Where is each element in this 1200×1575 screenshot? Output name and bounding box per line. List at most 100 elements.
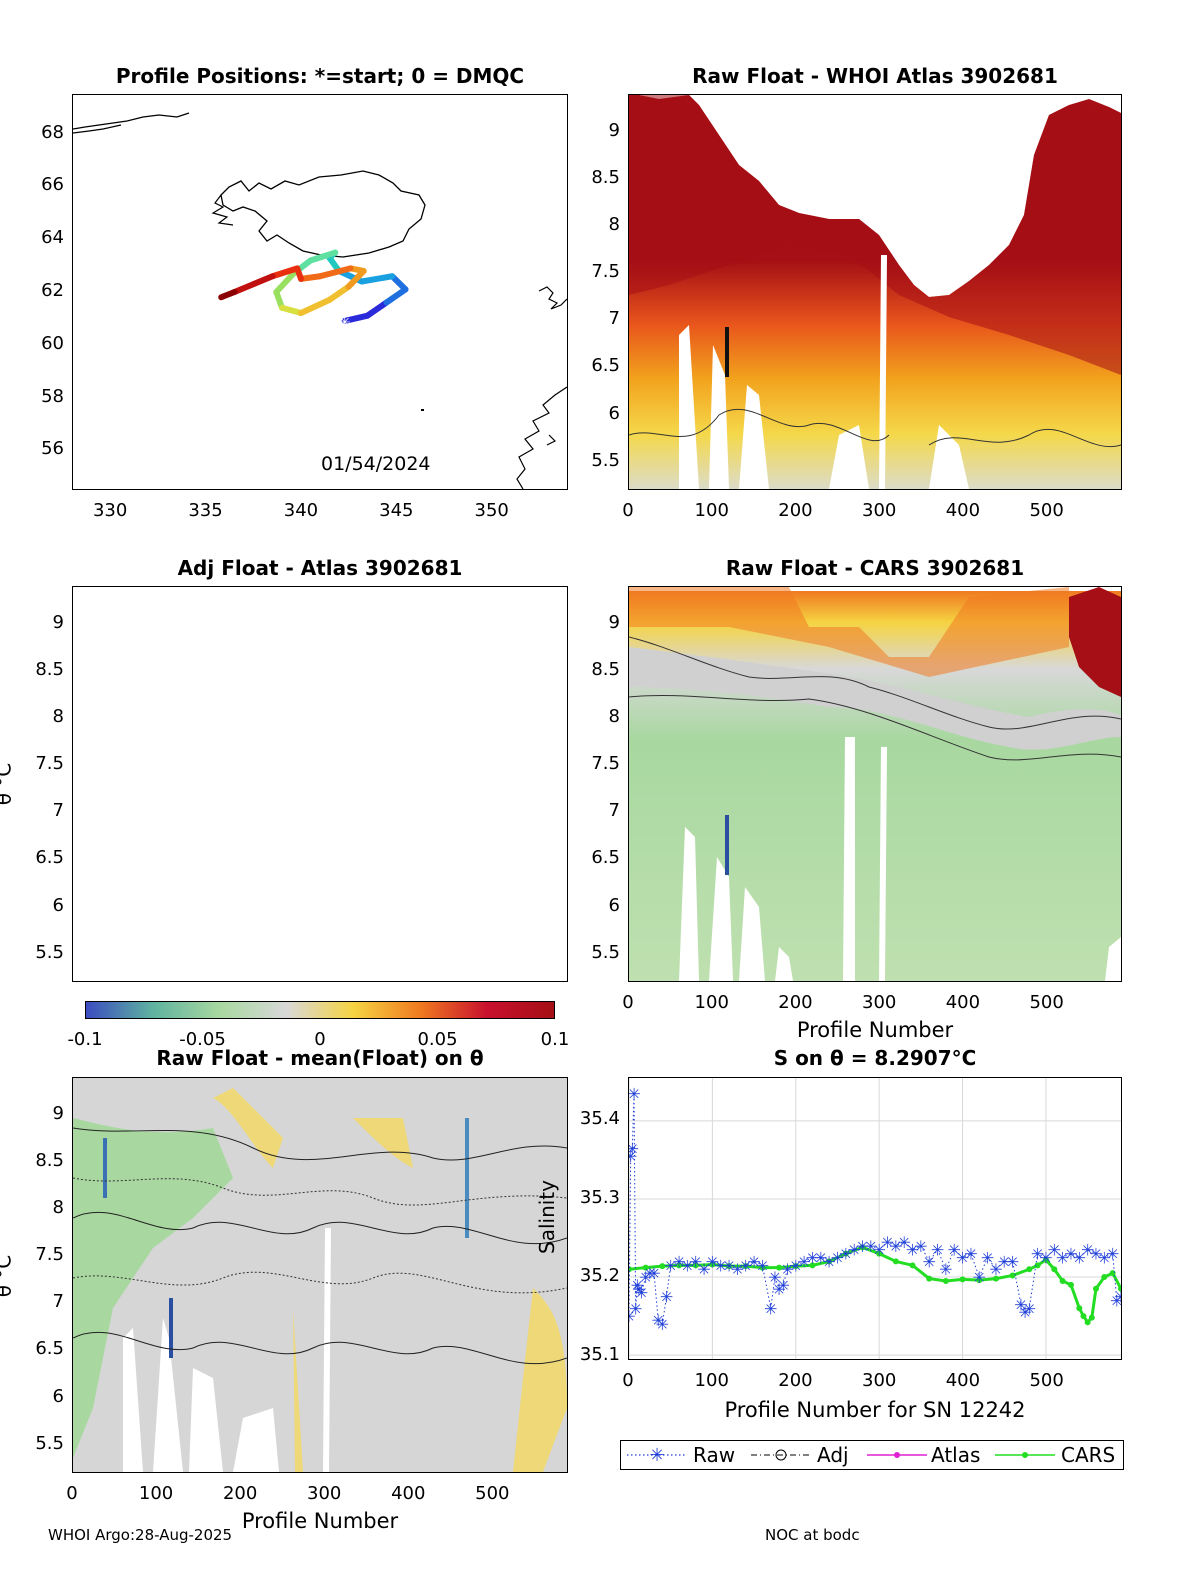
cars-point: [776, 1264, 783, 1271]
raw-point: ✳: [822, 1252, 835, 1271]
cars-title: Raw Float - CARS 3902681: [725, 556, 1025, 580]
raw-point: ✳: [1114, 1288, 1121, 1307]
float-track: ✳: [218, 249, 409, 331]
track-segment: [341, 312, 371, 324]
whoi-x-tick: 300: [861, 500, 897, 521]
raw-point: ✳: [889, 1237, 902, 1256]
scotland-coastline: [516, 386, 567, 489]
whoi-x-tick: 500: [1029, 500, 1064, 521]
cars-point: [909, 1262, 916, 1269]
map-date-label: 01/54/2024: [321, 453, 431, 475]
track-segment: [358, 273, 396, 285]
cars-point: [659, 1263, 666, 1270]
cars-point: [876, 1250, 883, 1257]
cars-point: [1088, 1314, 1095, 1321]
cars-x-tick: 200: [778, 992, 813, 1013]
raw-point: ✳: [1081, 1241, 1094, 1260]
mean-title: Raw Float - mean(Float) on θ: [156, 1046, 484, 1070]
cars-point: [676, 1262, 683, 1269]
map-title: Profile Positions: *=start; 0 = DMQC: [115, 64, 525, 88]
raw-point: ✳: [772, 1280, 785, 1299]
salinity-legend: ✳ Raw Adj Atlas CARS: [620, 1440, 1124, 1470]
whoi-y-tick: 5.5: [591, 449, 620, 471]
raw-point: ✳: [872, 1241, 885, 1260]
whoi-y-tick: 6.5: [591, 355, 620, 377]
salinity-grid: [629, 1078, 1121, 1359]
raw-point: ✳: [923, 1252, 936, 1271]
cars-anomaly-strip: [725, 815, 729, 875]
track-segment: [345, 267, 367, 290]
salinity-x-tick: 500: [1029, 1370, 1064, 1391]
adj-y-tick: 7: [52, 800, 64, 822]
salinity-y-tick: 35.4: [579, 1108, 620, 1130]
adj-y-tick: 5.5: [35, 941, 64, 963]
legend-raw-marker: ✳: [649, 1445, 664, 1466]
raw-point: ✳: [1031, 1245, 1044, 1264]
track-segment: [218, 289, 238, 301]
raw-point: ✳: [847, 1241, 860, 1260]
mean-white-gaps: [123, 1228, 331, 1472]
salinity-x-tick: 400: [945, 1370, 981, 1391]
map-x-tick: 340: [283, 500, 319, 521]
legend-adj-marker: [775, 1449, 787, 1461]
colorbar-tick: 0.1: [540, 1029, 570, 1050]
whoi-title: Raw Float - WHOI Atlas 3902681: [692, 64, 1058, 88]
iceland-coastline: [220, 170, 426, 258]
small-island: [421, 409, 424, 411]
whoi-y-tick: 9: [608, 119, 620, 141]
map-y-tick: 68: [41, 121, 64, 143]
track-segment: [279, 304, 304, 317]
track-segment: [383, 286, 409, 306]
raw-point: ✳: [1023, 1299, 1036, 1318]
whoi-y-tick: 8.5: [591, 166, 620, 188]
raw-point: ✳: [635, 1284, 648, 1303]
cars-x-tick: 500: [1029, 992, 1064, 1013]
shetland-coastline: [546, 434, 557, 446]
colorbar: [85, 1001, 555, 1019]
cars-heatmap: [629, 587, 1121, 981]
salinity-x-tick: 300: [861, 1370, 897, 1391]
raw-point: ✳: [948, 1241, 961, 1260]
cars-point: [1051, 1266, 1058, 1273]
map-y-tick: 62: [41, 280, 64, 301]
cars-y-tick: 9: [608, 611, 620, 633]
salinity-plot-area: ✳ ✳ ✳ ✳ ✳ ✳ ✳ ✳ ✳ ✳ ✳ ✳ ✳ ✳ ✳ ✳ ✳ ✳ ✳ ✳ ✳ ✳ ✳ ✳ ✳ ✳ ✳ ✳ ✳ ✳ ✳ ✳ ✳ ✳ ✳ ✳ ✳ ✳ ✳ ✳…: [628, 1077, 1122, 1360]
mean-y-tick: 8.5: [35, 1149, 64, 1171]
salinity-y-label: Salinity: [534, 1180, 559, 1254]
raw-point: ✳: [647, 1264, 660, 1283]
cars-point: [1059, 1277, 1066, 1284]
mean-y-tick: 9: [52, 1102, 64, 1124]
cars-y-tick: 7.5: [591, 753, 620, 775]
cars-point: [1092, 1285, 1099, 1292]
cars-x-tick: 0: [622, 992, 634, 1013]
cars-x-tick: 300: [861, 992, 897, 1013]
raw-point: ✳: [1048, 1241, 1061, 1260]
salinity-y-tick: 35.3: [579, 1186, 620, 1208]
legend-raw-label: Raw: [693, 1443, 736, 1467]
raw-point: ✳: [789, 1256, 802, 1275]
cars-point: [1067, 1281, 1074, 1288]
whoi-dark-band: [629, 95, 1121, 375]
track-segment: [307, 249, 339, 264]
cars-y-tick: 8.5: [591, 658, 620, 680]
cars-point: [709, 1261, 716, 1268]
cars-point: [742, 1263, 749, 1270]
raw-point: ✳: [964, 1245, 977, 1264]
cars-point: [892, 1258, 899, 1265]
track-segment: [231, 281, 257, 295]
raw-point: ✳: [1064, 1245, 1077, 1264]
raw-point: ✳: [629, 1307, 636, 1326]
adj-title: Adj Float - Atlas 3902681: [177, 556, 463, 580]
cars-point: [1084, 1319, 1091, 1326]
mean-yellow-areas: [213, 1088, 567, 1472]
whoi-x-tick: 400: [945, 500, 981, 521]
track-segment: [326, 283, 352, 303]
footer-left: WHOI Argo:28-Aug-2025: [48, 1526, 233, 1544]
greenland-coastline: [73, 112, 190, 134]
raw-point: ✳: [1098, 1249, 1111, 1268]
raw-point: ✳: [629, 1139, 639, 1158]
whoi-x-tick: 100: [694, 500, 729, 521]
raw-point: ✳: [856, 1237, 869, 1256]
raw-series: ✳✳✳✳✳✳✳✳✳✳✳✳✳✳✳✳✳✳✳✳✳✳✳✳✳✳✳✳✳✳✳✳✳✳✳✳✳✳✳✳…: [629, 1085, 1121, 1334]
westfjords-coastline: [211, 194, 234, 226]
